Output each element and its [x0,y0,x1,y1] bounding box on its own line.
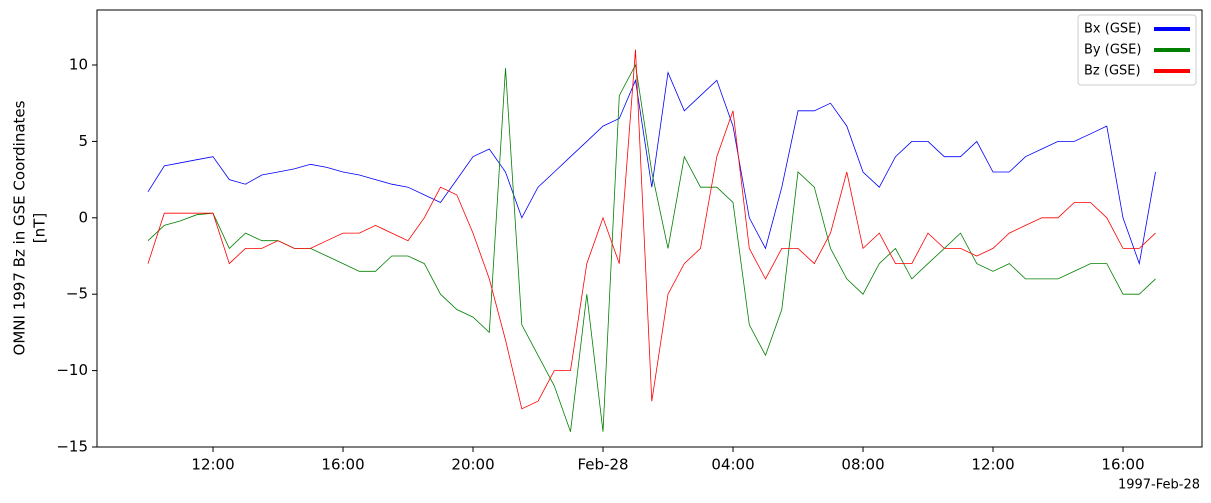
y-tick-label: −5 [66,285,88,303]
x-tick-label: 20:00 [451,456,494,474]
legend-box [1077,14,1197,86]
legend-label: Bz (GSE) [1084,64,1141,79]
y-tick-label: 0 [78,208,88,226]
x-tick-label: 04:00 [711,456,754,474]
series-line [147,71,1156,266]
y-tick-label: 10 [69,56,88,74]
x-tick-label: 16:00 [321,456,364,474]
x-tick-label: 12:00 [971,456,1014,474]
x-offset-label: 1997-Feb-28 [1118,478,1200,493]
x-tick-label: Feb-28 [577,456,628,474]
series-line [147,49,1156,410]
x-tick-label: 12:00 [191,456,234,474]
axes-frame [96,9,1203,448]
legend-label: Bx (GSE) [1084,22,1141,37]
x-tick-label: 08:00 [841,456,884,474]
y-tick-label: 5 [78,132,88,150]
y-axis-label: OMNI 1997 Bz in GSE Coordinates [11,100,29,355]
y-tick-label: −15 [56,438,88,456]
y-tick-label: −10 [56,361,88,379]
y-axis-label: [nT] [31,213,49,243]
series-line [147,63,1156,432]
plot-area [147,49,1156,432]
legend: Bx (GSE) By (GSE) Bz (GSE) [1077,14,1197,86]
legend-label: By (GSE) [1084,43,1141,58]
x-tick-label: 16:00 [1101,456,1144,474]
